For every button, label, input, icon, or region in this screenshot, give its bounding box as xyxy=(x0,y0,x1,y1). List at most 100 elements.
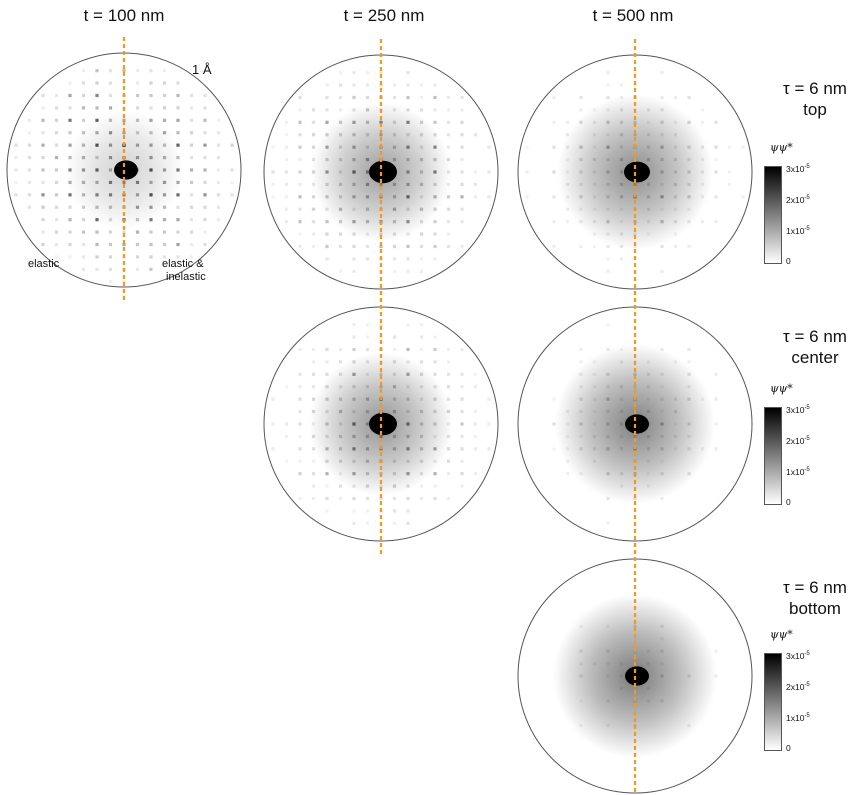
diffraction-spot xyxy=(352,447,356,451)
diffraction-spot xyxy=(54,131,59,135)
diffraction-spot xyxy=(419,422,424,426)
diffraction-spot xyxy=(81,255,86,259)
diffraction-spot xyxy=(379,484,383,488)
diffraction-spot xyxy=(338,157,343,162)
diffraction-spot xyxy=(365,133,370,137)
diffraction-spot xyxy=(189,155,194,160)
diffraction-spot xyxy=(406,459,410,463)
diffraction-spot xyxy=(189,106,194,110)
diffraction-spot xyxy=(419,496,424,501)
diffraction-spot xyxy=(284,434,289,439)
central-beam xyxy=(369,412,397,436)
diffraction-spot xyxy=(446,170,451,174)
diffraction-spot xyxy=(311,484,316,488)
diffraction-spot xyxy=(365,434,370,439)
diffraction-spot xyxy=(714,220,718,224)
diffraction-spot xyxy=(565,422,570,426)
diffraction-spot xyxy=(95,155,99,160)
diffraction-spot xyxy=(700,447,705,451)
diffraction-spot xyxy=(203,168,207,172)
diffraction-spot xyxy=(298,496,302,501)
diffraction-spot xyxy=(741,145,745,149)
diffraction-spot xyxy=(592,661,597,666)
diffraction-spot xyxy=(95,81,99,85)
diffraction-spot xyxy=(176,118,180,122)
diffraction-spot xyxy=(552,170,556,174)
diffraction-spot xyxy=(714,170,718,174)
diffraction-spot xyxy=(352,472,356,476)
diffraction-panel-t100-top xyxy=(5,37,243,303)
diffraction-spot xyxy=(122,280,126,284)
diffraction-spot xyxy=(619,397,624,401)
diffraction-spot xyxy=(298,447,302,451)
diffraction-spot xyxy=(660,422,664,426)
diffraction-spot xyxy=(433,360,437,364)
diffraction-spot xyxy=(392,447,397,451)
diffraction-spot xyxy=(325,372,329,376)
diffraction-spot xyxy=(352,108,356,112)
diffraction-spot xyxy=(633,83,637,87)
diffraction-spot xyxy=(646,133,651,137)
diffraction-spot xyxy=(162,69,167,73)
diffraction-spot xyxy=(108,81,113,85)
diffraction-spot xyxy=(81,131,86,135)
diffraction-spot xyxy=(433,496,437,501)
diffraction-spot xyxy=(406,409,410,414)
diffraction-spot xyxy=(406,422,410,426)
diffraction-spot xyxy=(592,170,597,174)
diffraction-spot xyxy=(592,397,597,401)
diffraction-spot xyxy=(122,131,126,135)
diffraction-spot xyxy=(189,205,194,209)
diffraction-spot xyxy=(460,182,464,187)
diffraction-spot xyxy=(419,157,424,162)
colorbar-tick: 2x10-5 xyxy=(786,436,810,446)
diffraction-spot xyxy=(365,207,370,211)
diffraction-spot xyxy=(352,83,356,87)
diffraction-spot xyxy=(68,205,72,209)
diffraction-spot xyxy=(311,244,316,249)
diffraction-spot xyxy=(687,385,691,389)
diffraction-spot xyxy=(27,118,32,122)
diffraction-spot xyxy=(176,205,180,209)
diffraction-spot xyxy=(203,106,207,110)
diffraction-spot xyxy=(27,131,32,135)
diffraction-spot xyxy=(27,155,32,160)
diffraction-spot xyxy=(338,347,343,352)
diffraction-spot xyxy=(325,95,329,100)
diffraction-spot xyxy=(446,220,451,224)
diffraction-spot xyxy=(406,157,410,162)
colorbar-title: ψψ* xyxy=(770,628,793,641)
diffraction-spot xyxy=(298,244,302,249)
diffraction-spot xyxy=(433,207,437,211)
diffraction-spot xyxy=(646,360,651,364)
diffraction-spot xyxy=(660,397,664,401)
diffraction-spot xyxy=(619,674,624,678)
diffraction-spot xyxy=(41,106,45,110)
diffraction-spot xyxy=(714,145,718,149)
diffraction-spot xyxy=(552,220,556,224)
diffraction-spot xyxy=(619,409,624,414)
diffraction-spot xyxy=(687,447,691,451)
diffraction-spot xyxy=(579,360,583,364)
diffraction-spot xyxy=(352,257,356,261)
diffraction-spot xyxy=(352,360,356,364)
diffraction-spot xyxy=(419,335,424,339)
diffraction-spot xyxy=(135,218,140,222)
diffraction-spot xyxy=(325,459,329,463)
diffraction-spot xyxy=(325,133,329,137)
diffraction-spot xyxy=(162,93,167,98)
diffraction-panel-t500-bottom xyxy=(516,543,754,795)
diffraction-spot xyxy=(81,93,86,98)
diffraction-spot xyxy=(460,447,464,451)
diffraction-spot xyxy=(392,509,397,513)
diffraction-spot xyxy=(338,422,343,426)
diffraction-spot xyxy=(579,724,583,728)
diffraction-spot xyxy=(352,484,356,488)
central-beam xyxy=(624,161,650,183)
diffraction-spot xyxy=(633,335,637,339)
diffraction-spot xyxy=(203,93,207,98)
diffraction-spot xyxy=(230,193,234,197)
diffraction-spot xyxy=(365,257,370,261)
diffraction-spot xyxy=(203,180,207,185)
diffraction-spot xyxy=(673,447,678,451)
